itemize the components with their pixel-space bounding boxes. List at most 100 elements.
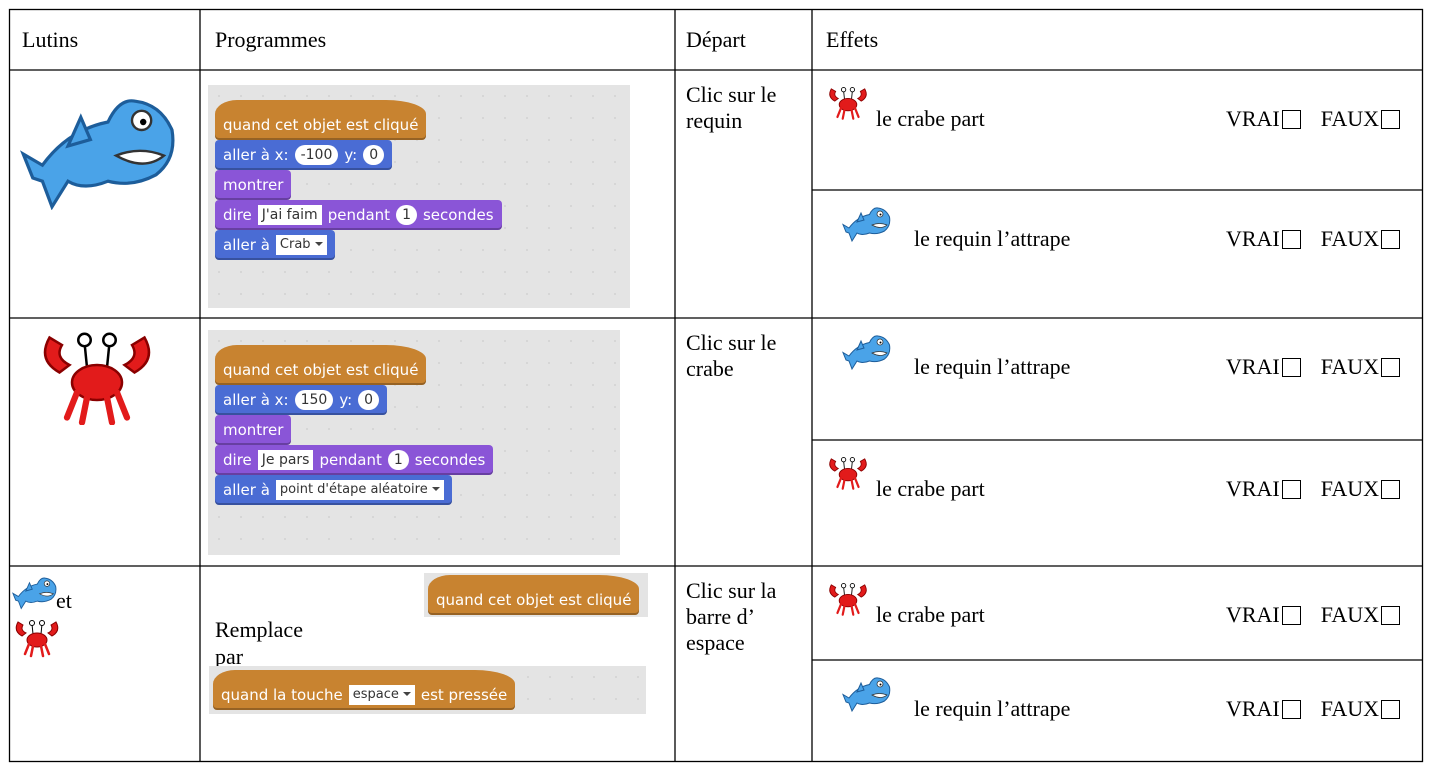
effect-line: le requin l’attrape VRAI FAUX [826,672,1400,721]
effect-icon [828,456,868,490]
number-input: -100 [294,145,339,165]
answer-option: VRAI [1226,106,1301,132]
scratch-block: quand cet objet est cliqué [428,575,640,615]
scratch-block: quand cet objet est cliqué [215,100,427,140]
option-label: VRAI [1225,696,1280,721]
answer-option: FAUX [1321,354,1400,380]
dropdown-input: point d'étape aléatoire [275,480,444,500]
block-label: aller à x: [223,391,289,409]
checkbox[interactable] [1381,699,1400,719]
text-input: Je pars [257,450,314,470]
answer-options: VRAI FAUX [1226,106,1400,132]
checkbox[interactable] [1281,229,1301,249]
number-input: 0 [363,145,385,165]
effect-text: le requin l’attrape [914,226,1071,251]
checkbox[interactable] [1281,605,1301,625]
checkbox[interactable] [1281,479,1301,499]
script-stack: quand cet objet est cliqué aller à x: 150 y… [215,345,494,505]
checkbox[interactable] [1281,357,1301,377]
crab-sprite [14,619,60,658]
checkbox[interactable] [1281,109,1301,129]
block-label: aller à [223,481,270,499]
option-label: VRAI [1225,106,1280,131]
answer-option: FAUX [1321,106,1400,132]
block-label: pendant [319,451,382,469]
scratch-block: aller à x: 150 y: 0 [215,385,388,415]
text-input: J'ai faim [257,205,322,225]
effect-icon [842,677,891,712]
block-label: aller à x: [223,146,289,164]
scratch-block: aller à Crab [215,230,335,260]
number-input: 1 [387,450,409,470]
scratch-block: montrer [215,170,292,200]
answer-option: FAUX [1321,226,1400,252]
option-label: FAUX [1320,602,1379,627]
block-label: quand cet objet est cliqué [436,591,632,609]
checkbox[interactable] [1381,479,1400,499]
option-label: FAUX [1320,354,1379,379]
answer-options: VRAI FAUX [1226,226,1400,252]
answer-option: VRAI [1226,602,1301,628]
checkbox[interactable] [1381,357,1400,377]
column-header: Programmes [215,27,327,52]
scratch-block: dire Je pars pendant 1 secondes [215,445,494,475]
effect-text: le requin l’attrape [914,696,1071,721]
block-label: montrer [223,176,284,194]
answer-options: VRAI FAUX [1226,476,1400,502]
option-label: FAUX [1320,476,1379,501]
option-label: VRAI [1225,354,1280,379]
depart-text: Clic sur la barre d’ espace [686,578,777,655]
block-label: montrer [223,421,284,439]
effect-line: le crabe part VRAI FAUX [826,578,1400,627]
sprite-text: et [56,588,72,613]
dropdown-input: espace [348,685,415,705]
depart-text: Clic sur le requin [686,82,777,133]
effect-icon [842,207,891,242]
block-label: quand cet objet est cliqué [223,116,419,134]
checkbox[interactable] [1381,229,1400,249]
number-input: 1 [396,205,417,225]
block-label: aller à [223,236,270,254]
column-header: Départ [686,27,746,52]
answer-option: VRAI [1226,354,1301,380]
effect-line: le crabe part VRAI FAUX [826,452,1400,501]
program-text: par [215,644,244,669]
answer-options: VRAI FAUX [1226,602,1400,628]
block-label: quand la touche [221,686,343,704]
answer-option: VRAI [1226,476,1301,502]
shark-sprite [12,577,57,609]
block-label: est pressée [420,686,508,704]
column-header: Effets [826,27,879,52]
answer-options: VRAI FAUX [1226,696,1400,722]
option-label: VRAI [1225,226,1280,251]
crab-sprite [45,334,149,423]
shark-sprite [21,99,175,209]
scratch-block: dire J'ai faim pendant 1 secondes [215,200,502,230]
script-stack: quand la touche espace est pressée [213,670,516,710]
number-input: 0 [358,390,380,410]
checkbox[interactable] [1281,699,1301,719]
effect-text: le requin l’attrape [914,354,1071,379]
scratch-block: montrer [215,415,292,445]
block-label: y: [339,391,353,409]
effect-line: le crabe part VRAI FAUX [826,82,1400,131]
block-label: dire [223,451,252,469]
program-text: Remplace [215,617,303,642]
option-label: FAUX [1320,106,1379,131]
effect-text: le crabe part [876,106,985,131]
checkbox[interactable] [1381,605,1400,625]
effect-text: le crabe part [876,476,985,501]
column-header: Lutins [22,27,79,52]
scratch-block: aller à point d'étape aléatoire [215,475,452,505]
checkbox[interactable] [1381,109,1400,129]
option-label: FAUX [1320,226,1379,251]
answer-options: VRAI FAUX [1226,354,1400,380]
option-label: VRAI [1225,602,1280,627]
answer-option: FAUX [1321,602,1400,628]
depart-text: Clic sur le crabe [686,330,777,381]
effect-icon [828,582,868,616]
script-stack: quand cet objet est cliqué aller à x: -100… [215,100,502,260]
option-label: VRAI [1225,476,1280,501]
number-input: 150 [294,390,334,410]
